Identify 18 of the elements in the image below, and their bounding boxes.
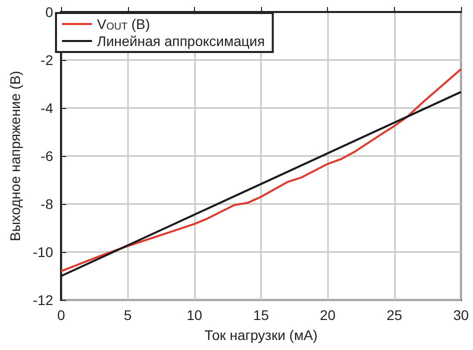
y-tick-label: -4 — [40, 100, 54, 116]
x-tick-label: 5 — [124, 307, 132, 323]
y-tick-label: -12 — [32, 292, 54, 308]
x-tick-label: 20 — [320, 307, 336, 323]
y-tick-label: -2 — [40, 52, 54, 68]
x-tick-label: 30 — [453, 307, 469, 323]
x-tick-label: 0 — [57, 307, 66, 323]
y-tick-label: 0 — [45, 4, 54, 20]
x-tick-label: 15 — [253, 307, 270, 323]
x-tick-label: 25 — [386, 307, 402, 323]
y-tick-label: -6 — [40, 148, 54, 164]
y-tick-label: -8 — [40, 196, 54, 212]
y-axis-title: Выходное напряжение (В) — [7, 70, 23, 242]
legend-label: VOUT (В) — [97, 16, 150, 32]
y-tick-label: -10 — [32, 244, 54, 260]
x-tick-label: 10 — [186, 307, 202, 323]
x-axis-title: Ток нагрузки (мА) — [204, 327, 318, 343]
legend-label: Линейная аппроксимация — [97, 33, 265, 49]
